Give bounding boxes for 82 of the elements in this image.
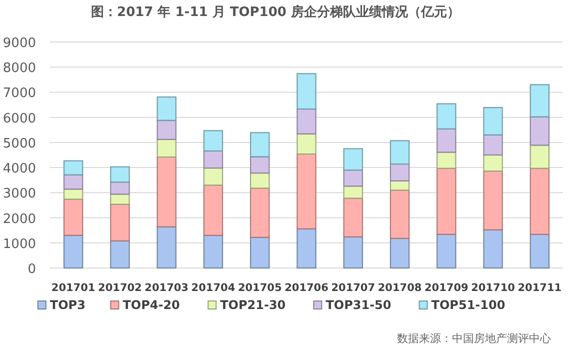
bar (203, 234, 224, 268)
bar (343, 148, 363, 171)
bar (343, 186, 363, 199)
y-tick-label: 3000 (2, 186, 36, 202)
bar (343, 198, 363, 238)
bar (530, 116, 550, 146)
bar (203, 184, 224, 236)
y-tick-label: 2000 (2, 212, 36, 227)
y-tick-label: 4000 (2, 162, 36, 177)
bar (63, 188, 84, 200)
y-tick-label: 5000 (2, 136, 36, 152)
bar (250, 132, 270, 158)
bar (296, 153, 316, 230)
bar (203, 150, 224, 169)
legend-label: TOP51-100 (431, 298, 506, 312)
legend-label: TOP3 (50, 298, 86, 312)
bar (530, 144, 550, 169)
bar (250, 236, 270, 268)
bar (203, 130, 224, 152)
bar (250, 188, 270, 238)
bar (436, 128, 456, 153)
bar (110, 182, 130, 195)
bar (436, 152, 456, 169)
x-tick-label: 201702 (98, 282, 142, 294)
y-tick-label: 9000 (2, 36, 36, 51)
y-tick-label: 8000 (2, 61, 36, 76)
bar (156, 226, 176, 268)
y-tick-label: 0 (28, 262, 36, 277)
y-tick-label: 1000 (2, 236, 36, 252)
bar (390, 164, 410, 182)
bar (483, 170, 503, 230)
bar (530, 84, 550, 118)
bar (203, 168, 224, 186)
bar (390, 238, 410, 268)
bar (110, 204, 130, 242)
bar (156, 138, 176, 158)
bar (483, 107, 503, 136)
bar (530, 168, 550, 235)
bar (296, 73, 316, 110)
y-tick-label: 6000 (2, 111, 36, 126)
bar (63, 234, 84, 268)
x-tick-label: 201705 (238, 282, 282, 294)
bar (343, 236, 363, 268)
x-tick-label: 201709 (424, 282, 468, 294)
x-tick-label: 201706 (284, 282, 328, 294)
bar (156, 96, 176, 121)
bar (436, 234, 456, 268)
legend-label: TOP4-20 (122, 298, 180, 312)
bar (436, 103, 456, 130)
legend-label: TOP21-30 (220, 298, 286, 312)
x-tick-label: 201704 (191, 282, 236, 294)
bar (250, 156, 270, 174)
x-tick-label: 201711 (518, 282, 562, 294)
y-tick-label: 7000 (2, 86, 36, 102)
bar (343, 170, 363, 187)
bar (436, 168, 456, 235)
bar (296, 228, 316, 268)
bar (156, 120, 176, 140)
bar (63, 160, 84, 176)
x-tick-label: 201703 (144, 282, 189, 294)
bar (530, 234, 550, 268)
x-tick-label: 201708 (378, 282, 422, 294)
x-tick-label: 201701 (51, 282, 96, 294)
chart-title: 图：2017 年 1-11 月 TOP100 房企分梯队业绩情况（亿元） (91, 4, 460, 20)
bar (156, 156, 176, 228)
bar (390, 190, 410, 239)
bar (63, 198, 84, 236)
bar (63, 174, 84, 190)
x-tick-label: 201710 (471, 282, 515, 294)
source-note: 数据来源：中国房地产测评中心 (397, 332, 551, 345)
bar (110, 194, 130, 205)
bar (296, 108, 316, 134)
bar (390, 140, 410, 165)
bar (483, 154, 503, 172)
bar (483, 229, 503, 268)
bar (110, 240, 130, 268)
bar (110, 166, 130, 183)
bar (296, 133, 316, 154)
x-tick-label: 201707 (331, 282, 376, 294)
legend-label: TOP31-50 (326, 298, 392, 312)
bar (250, 172, 270, 189)
bar (483, 134, 503, 156)
